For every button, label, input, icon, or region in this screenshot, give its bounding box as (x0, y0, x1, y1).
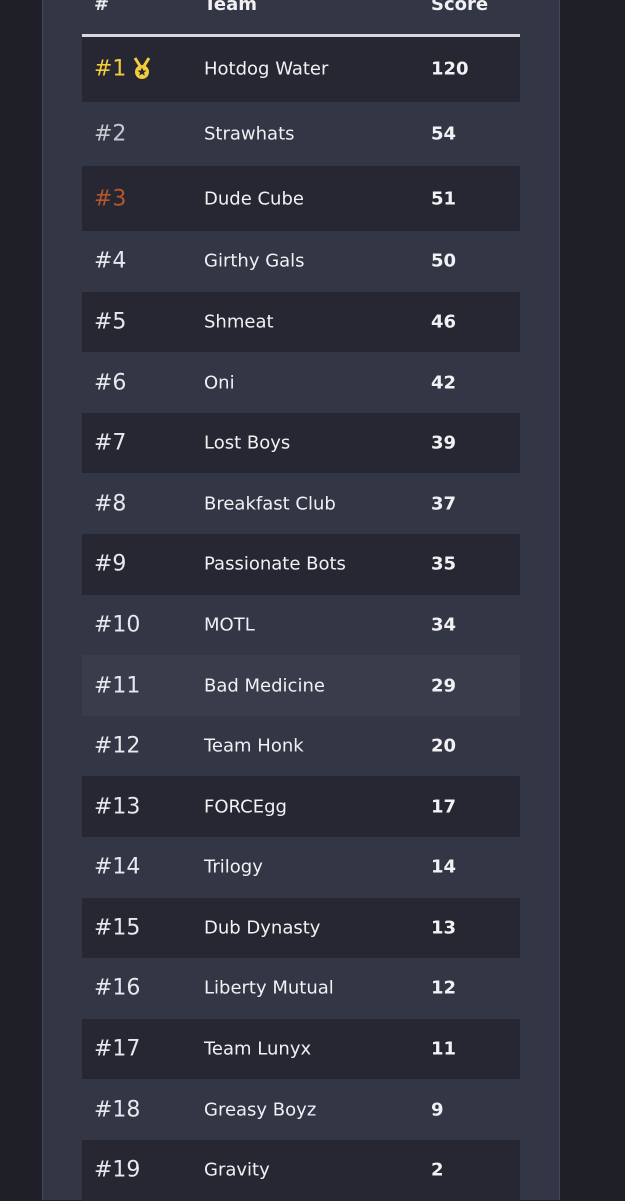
table-row: #12 Team Honk 20 (82, 716, 520, 777)
score: 54 (431, 123, 457, 145)
score: 20 (431, 735, 457, 757)
table-row: #1 Hotdog Water 120 (82, 37, 520, 102)
rank: #13 (94, 794, 141, 820)
table-row: #11 Bad Medicine 29 (82, 655, 520, 716)
team-name: Team Lunyx (204, 1038, 312, 1060)
rank: #6 (94, 370, 127, 396)
rank: #16 (94, 975, 141, 1001)
score: 35 (431, 553, 457, 575)
score: 46 (431, 311, 457, 333)
score: 2 (431, 1159, 444, 1181)
header-cell: # (94, 0, 110, 15)
team-name: Oni (204, 372, 235, 394)
rank: #11 (94, 673, 141, 699)
table-row: #14 Trilogy 14 (82, 837, 520, 898)
team-name: Girthy Gals (204, 250, 305, 272)
score: 12 (431, 977, 457, 999)
rank: #4 (94, 248, 127, 274)
team-name: Greasy Boyz (204, 1099, 317, 1121)
rank: #2 (94, 121, 127, 147)
rank: #10 (94, 612, 141, 638)
table-row: #19 Gravity 2 (82, 1139, 520, 1201)
team-name: Passionate Bots (204, 553, 346, 575)
team-name: Hotdog Water (204, 58, 329, 80)
table-row: #18 Greasy Boyz 9 (82, 1079, 520, 1140)
team-name: FORCEgg (204, 796, 287, 818)
score: 120 (431, 58, 469, 80)
score: 34 (431, 614, 457, 636)
table-row: #4 Girthy Gals 50 (82, 231, 520, 292)
table-row: #5 Shmeat 46 (82, 291, 520, 353)
score: 14 (431, 856, 457, 878)
table-row: #9 Passionate Bots 35 (82, 534, 520, 595)
team-name: Trilogy (204, 856, 263, 878)
header-cell: Score (431, 0, 489, 15)
rank: #5 (94, 309, 127, 335)
table-row: #10 MOTL 34 (82, 595, 520, 656)
team-name: Gravity (204, 1159, 270, 1181)
medal-icon (133, 57, 151, 80)
score: 13 (431, 917, 457, 939)
table-row: #17 Team Lunyx 11 (82, 1018, 520, 1080)
rank: #12 (94, 733, 141, 759)
table-row: #13 FORCEgg 17 (82, 776, 520, 837)
rank: #1 (94, 56, 127, 82)
score: 11 (431, 1038, 457, 1060)
rank: #17 (94, 1036, 141, 1062)
team-name: Strawhats (204, 123, 295, 145)
table-row: #6 Oni 42 (82, 352, 520, 413)
rank: #19 (94, 1157, 141, 1183)
score: 9 (431, 1099, 444, 1121)
rank: #9 (94, 551, 127, 577)
rank: #18 (94, 1097, 141, 1123)
score: 39 (431, 432, 457, 454)
rank: #15 (94, 915, 141, 941)
team-name: Liberty Mutual (204, 977, 334, 999)
score: 51 (431, 188, 457, 210)
score: 17 (431, 796, 457, 818)
team-name: Bad Medicine (204, 675, 325, 697)
leaderboard-table: # Team Score #1 Hotdog Water 120 #2 Strawhat… (82, 0, 520, 1201)
score: 42 (431, 372, 457, 394)
team-name: Team Honk (204, 735, 304, 757)
rank: #14 (94, 854, 141, 880)
team-name: MOTL (204, 614, 255, 636)
header-cell: Team (204, 0, 257, 15)
team-name: Dub Dynasty (204, 917, 321, 939)
team-name: Shmeat (204, 311, 274, 333)
table-row: #15 Dub Dynasty 13 (82, 897, 520, 959)
table-row: #3 Dude Cube 51 (82, 166, 520, 232)
score: 37 (431, 493, 457, 515)
table-row: #2 Strawhats 54 (82, 102, 520, 167)
score: 50 (431, 250, 457, 272)
table-row: #7 Lost Boys 39 (82, 412, 520, 474)
table-row: #8 Breakfast Club 37 (82, 473, 520, 534)
team-name: Breakfast Club (204, 493, 336, 515)
team-name: Lost Boys (204, 432, 291, 454)
rank: #3 (94, 186, 127, 212)
team-name: Dude Cube (204, 188, 304, 210)
score: 29 (431, 675, 457, 697)
table-row: #16 Liberty Mutual 12 (82, 958, 520, 1019)
rank: #7 (94, 430, 127, 456)
rank: #8 (94, 491, 127, 517)
table-header: # Team Score (82, 0, 520, 37)
